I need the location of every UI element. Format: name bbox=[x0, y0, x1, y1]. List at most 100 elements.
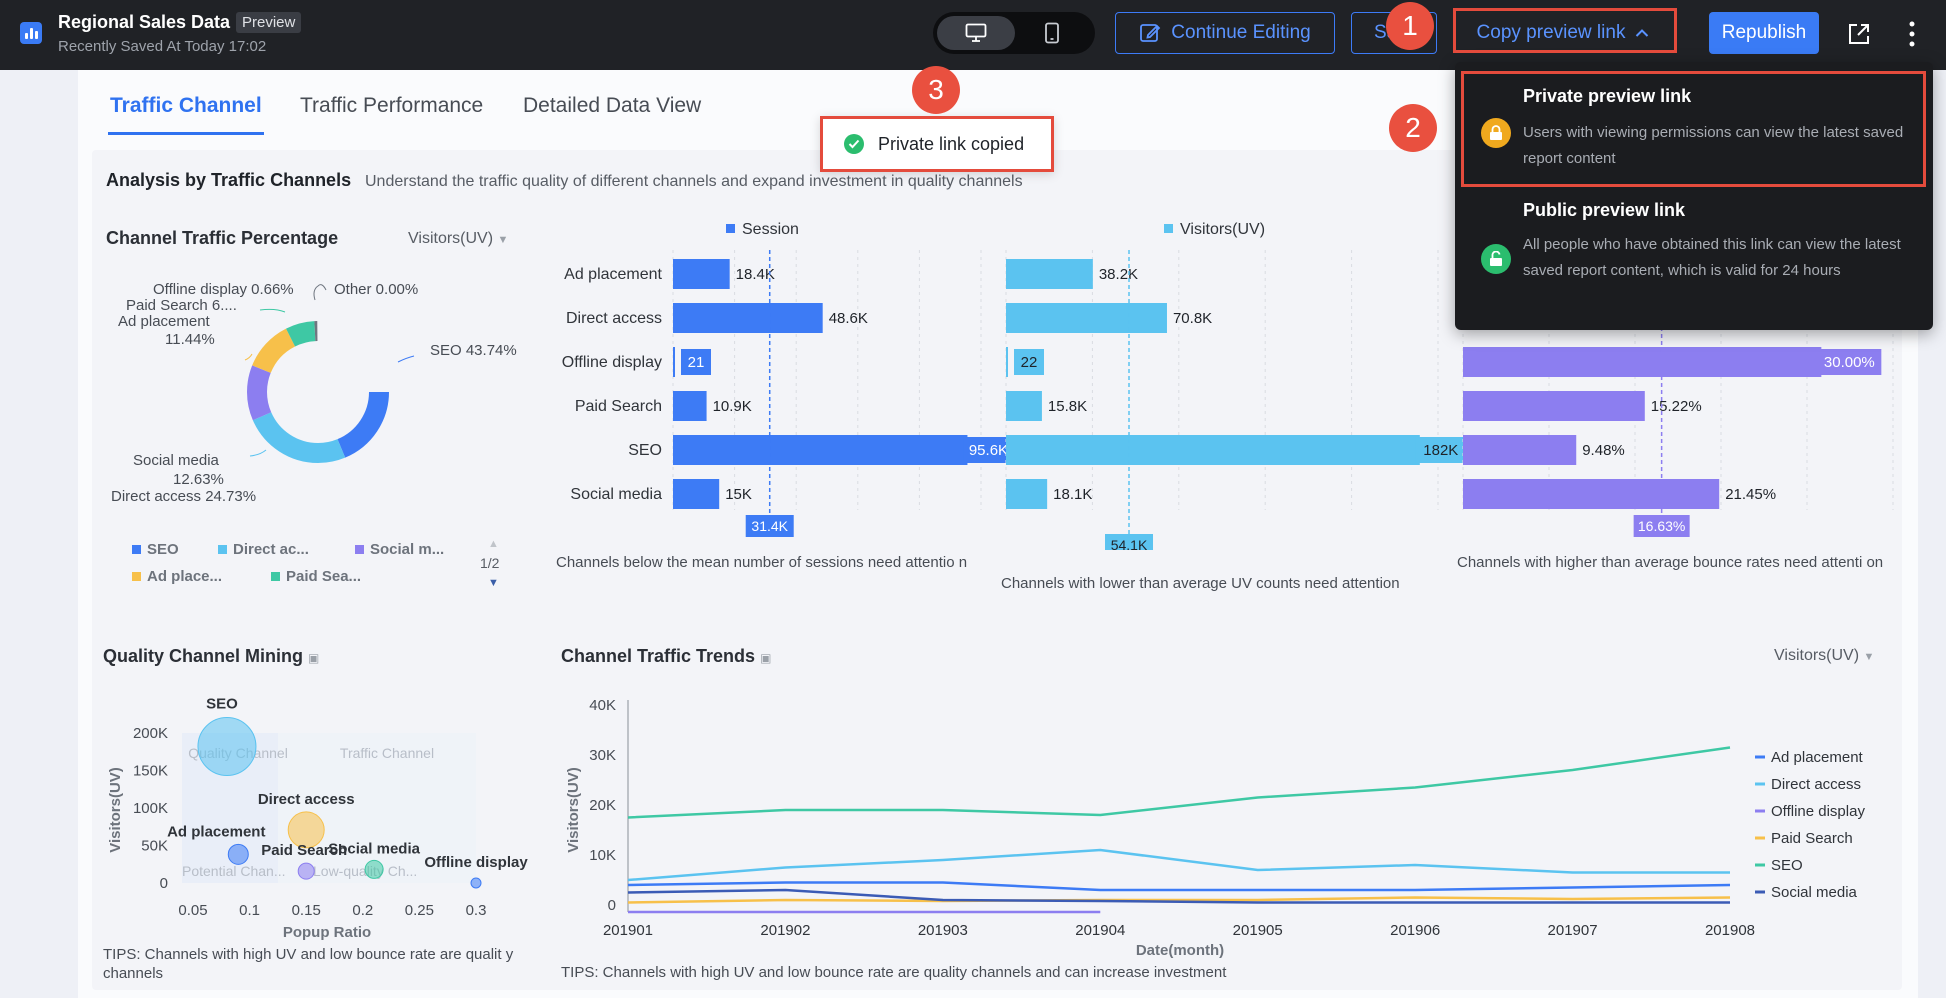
public-preview-link-option[interactable]: Public preview link All people who have … bbox=[1455, 182, 1933, 330]
pie-label-social-media: Social media bbox=[133, 452, 219, 469]
device-switch bbox=[933, 12, 1095, 54]
info-icon: ▣ bbox=[760, 651, 772, 665]
bar-note-session: Channels below the mean number of sessio… bbox=[556, 554, 968, 571]
legend-next-page-icon[interactable]: ▼ bbox=[488, 577, 499, 589]
x-tick: 0.15 bbox=[292, 902, 321, 919]
bar bbox=[673, 435, 968, 465]
mean-label-box bbox=[1105, 534, 1154, 550]
mobile-view-button[interactable] bbox=[1013, 16, 1091, 50]
value-label: 21.45% bbox=[1725, 486, 1776, 503]
republish-button[interactable]: Republish bbox=[1709, 12, 1819, 54]
private-preview-link-option[interactable]: Private preview link Users with viewing … bbox=[1455, 62, 1933, 182]
bubble-label: Direct access bbox=[258, 791, 355, 808]
bubble bbox=[197, 717, 257, 776]
donut-social-media bbox=[247, 321, 389, 463]
bubble-label: SEO bbox=[206, 696, 238, 713]
value-label: 182K bbox=[1423, 442, 1458, 459]
value-label: 30.00% bbox=[1824, 354, 1875, 371]
tab-detailed-data-view[interactable]: Detailed Data View bbox=[523, 94, 702, 117]
public-link-title: Public preview link bbox=[1523, 200, 1686, 220]
unlock-icon bbox=[1481, 244, 1511, 274]
legend-prev-page-icon[interactable]: ▲ bbox=[488, 538, 499, 550]
phone-icon bbox=[1045, 22, 1059, 44]
trend-metric-dropdown[interactable]: Visitors(UV) ▼ bbox=[1774, 647, 1874, 665]
pie-label-paid-search: Paid Search 6.... bbox=[126, 297, 237, 314]
legend-seo-label: SEO bbox=[147, 541, 179, 558]
value-label-box bbox=[681, 349, 711, 375]
external-link-icon bbox=[1849, 24, 1869, 44]
trend-tips: TIPS: Channels with high UV and low boun… bbox=[561, 964, 1227, 981]
copied-toast: Private link copied bbox=[820, 116, 1054, 172]
bubble-label: Social media bbox=[328, 840, 420, 857]
category-label: Social media bbox=[570, 486, 662, 503]
bar bbox=[673, 303, 823, 333]
legend-uv-swatch bbox=[1164, 224, 1173, 233]
bubble-label: Ad placement bbox=[167, 823, 265, 840]
x-axis-title: Popup Ratio bbox=[283, 924, 371, 941]
legend-page-indicator: 1/2 bbox=[480, 555, 500, 571]
tab-traffic-performance[interactable]: Traffic Performance bbox=[300, 94, 484, 117]
legend-session-label: Session bbox=[742, 221, 799, 238]
bubble bbox=[297, 862, 315, 880]
caret-down-icon: ▼ bbox=[1863, 651, 1875, 663]
x-tick: 201906 bbox=[1390, 922, 1440, 939]
preview-tag: Preview bbox=[236, 12, 302, 33]
y-tick: 0 bbox=[608, 897, 616, 914]
copy-preview-link-button[interactable]: Copy preview link bbox=[1460, 12, 1666, 54]
series-line bbox=[627, 881, 1731, 892]
legend-social-media[interactable]: Social m... bbox=[355, 541, 444, 558]
highlight-copy-link-button bbox=[1453, 8, 1677, 53]
active-tab-indicator bbox=[108, 132, 264, 135]
continue-editing-button[interactable]: Continue Editing bbox=[1115, 12, 1335, 54]
value-label: 70.8K bbox=[1173, 310, 1212, 327]
x-tick: 0.1 bbox=[239, 902, 260, 919]
value-label: 21 bbox=[688, 354, 705, 371]
step-badge-1: 1 bbox=[1386, 2, 1434, 50]
category-label: Ad placement bbox=[564, 266, 662, 283]
y-tick: 40K bbox=[589, 697, 616, 714]
trend-title-text: Channel Traffic Trends bbox=[561, 646, 756, 666]
bar-note-uv: Channels with lower than average UV coun… bbox=[1001, 575, 1400, 592]
legend-seo[interactable]: SEO bbox=[132, 541, 179, 558]
value-label: 10.9K bbox=[713, 398, 752, 415]
tab-traffic-channel[interactable]: Traffic Channel bbox=[110, 94, 262, 117]
open-external-button[interactable] bbox=[1845, 18, 1873, 50]
copy-link-dropdown: Private preview link Users with viewing … bbox=[1455, 62, 1933, 330]
legend-ad-placement-label: Ad place... bbox=[147, 568, 223, 585]
continue-editing-label: Continue Editing bbox=[1171, 22, 1311, 43]
desktop-view-button[interactable] bbox=[937, 16, 1015, 50]
pie-label-direct-access: Direct access 24.73% bbox=[111, 488, 257, 505]
legend-label: Paid Search bbox=[1771, 830, 1853, 847]
pie-label-ad-placement: Ad placement bbox=[118, 313, 210, 330]
pie-metric-dropdown[interactable]: Visitors(UV) ▼ bbox=[408, 230, 508, 248]
step-badge-3: 3 bbox=[912, 66, 960, 114]
donut-direct-access bbox=[247, 321, 389, 463]
bubble bbox=[287, 811, 325, 849]
trend-line-chart: 40K 30K 20K 10K 0 201901 201902 201903 201904 201… bbox=[565, 697, 1865, 959]
pie-label-other: Other 0.00% bbox=[334, 281, 419, 298]
step-badge-2: 2 bbox=[1389, 104, 1437, 152]
y-tick: 150K bbox=[133, 763, 168, 780]
chevron-up-icon bbox=[1636, 29, 1649, 37]
value-label-box bbox=[1014, 349, 1044, 375]
category-label: Direct access bbox=[566, 310, 662, 327]
lock-icon bbox=[1481, 118, 1511, 148]
value-label: 18.1K bbox=[1053, 486, 1092, 503]
report-title: Regional Sales Data bbox=[58, 12, 231, 32]
bar bbox=[1006, 259, 1093, 289]
trend-title: Channel Traffic Trends ▣ bbox=[561, 646, 771, 667]
legend-direct-access[interactable]: Direct ac... bbox=[218, 541, 309, 558]
bar bbox=[1006, 479, 1048, 509]
x-tick: 201903 bbox=[918, 922, 968, 939]
legend-paid-search[interactable]: Paid Sea... bbox=[271, 568, 361, 585]
bubble-tips: TIPS: Channels with high UV and low boun… bbox=[103, 946, 514, 982]
legend-ad-placement[interactable]: Ad place... bbox=[132, 568, 222, 585]
y-tick: 20K bbox=[589, 797, 616, 814]
trend-metric-label: Visitors(UV) bbox=[1774, 647, 1860, 664]
top-bar: Regional Sales Data Preview Recently Sav… bbox=[0, 0, 1946, 70]
more-menu-button[interactable] bbox=[1898, 18, 1926, 50]
bubble bbox=[470, 877, 482, 889]
value-label-box bbox=[1817, 349, 1882, 375]
republish-label: Republish bbox=[1721, 22, 1807, 43]
legend-session-swatch bbox=[726, 224, 735, 233]
